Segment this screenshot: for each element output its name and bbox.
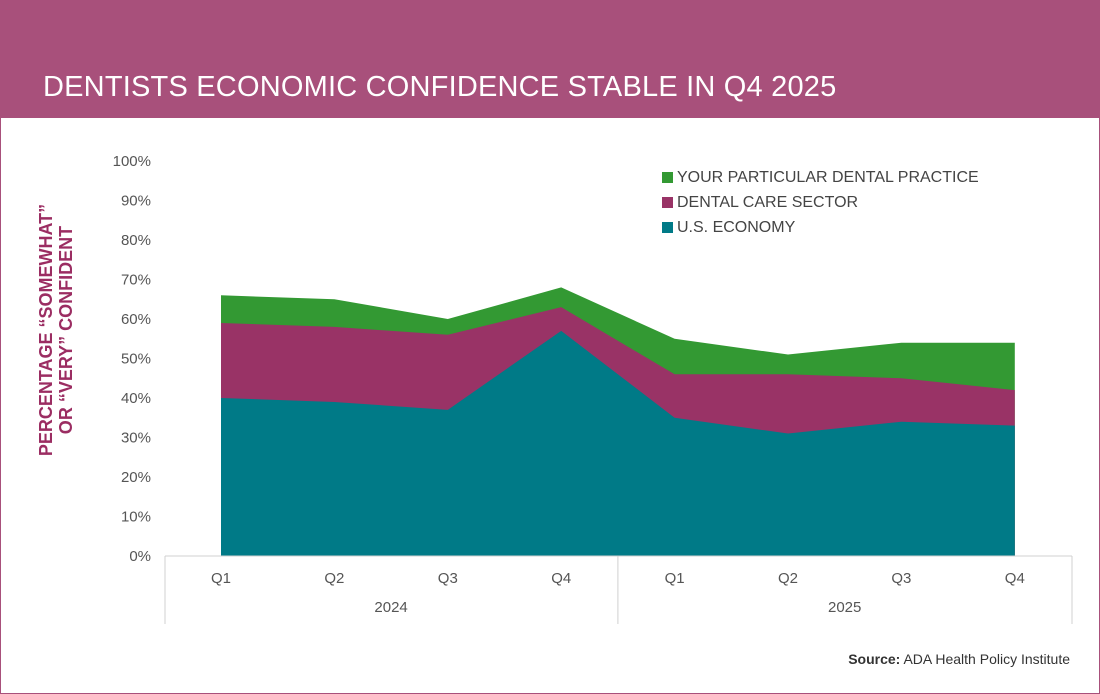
legend-label: YOUR PARTICULAR DENTAL PRACTICE (677, 168, 979, 186)
x-tick-label: Q4 (1005, 570, 1025, 587)
x-tick-label: Q4 (551, 570, 571, 587)
source-text: ADA Health Policy Institute (903, 651, 1070, 667)
header-bar: DENTISTS ECONOMIC CONFIDENCE STABLE IN Q… (1, 1, 1099, 118)
x-tick-label: Q1 (211, 570, 231, 587)
x-group-label: 2024 (374, 599, 407, 616)
legend-item: YOUR PARTICULAR DENTAL PRACTICE (662, 165, 979, 190)
legend: YOUR PARTICULAR DENTAL PRACTICE DENTAL C… (662, 165, 979, 240)
y-tick-label: 100% (113, 153, 151, 170)
y-tick-label: 40% (121, 390, 151, 407)
y-tick-label: 50% (121, 351, 151, 368)
y-tick-label: 80% (121, 232, 151, 249)
source-note: Source: ADA Health Policy Institute (848, 651, 1070, 667)
y-tick-label: 90% (121, 193, 151, 210)
x-tick-label: Q2 (778, 570, 798, 587)
x-group-label: 2025 (828, 599, 861, 616)
legend-item: U.S. ECONOMY (662, 215, 979, 240)
y-axis-label-line: PERCENTAGE “SOMEWHAT” (36, 203, 56, 457)
x-tick-label: Q3 (438, 570, 458, 587)
y-tick-label: 20% (121, 469, 151, 486)
y-axis-label: PERCENTAGE “SOMEWHAT” OR “VERY” CONFIDEN… (36, 190, 76, 470)
legend-swatch (662, 222, 673, 233)
legend-label: DENTAL CARE SECTOR (677, 193, 859, 211)
x-tick-label: Q1 (665, 570, 685, 587)
x-tick-label: Q3 (891, 570, 911, 587)
legend-swatch (662, 172, 673, 183)
area-series-2 (221, 330, 1015, 556)
chart-title: DENTISTS ECONOMIC CONFIDENCE STABLE IN Q… (43, 71, 837, 103)
legend-swatch (662, 197, 673, 208)
x-tick-label: Q2 (324, 570, 344, 587)
legend-label: U.S. ECONOMY (677, 218, 796, 236)
legend-item: DENTAL CARE SECTOR (662, 190, 979, 215)
y-tick-label: 30% (121, 430, 151, 447)
y-tick-label: 10% (121, 509, 151, 526)
y-tick-label: 60% (121, 311, 151, 328)
y-tick-label: 0% (129, 548, 151, 565)
y-axis-label-line: OR “VERY” CONFIDENT (56, 225, 76, 435)
source-label: Source: (848, 651, 901, 667)
y-tick-label: 70% (121, 272, 151, 289)
